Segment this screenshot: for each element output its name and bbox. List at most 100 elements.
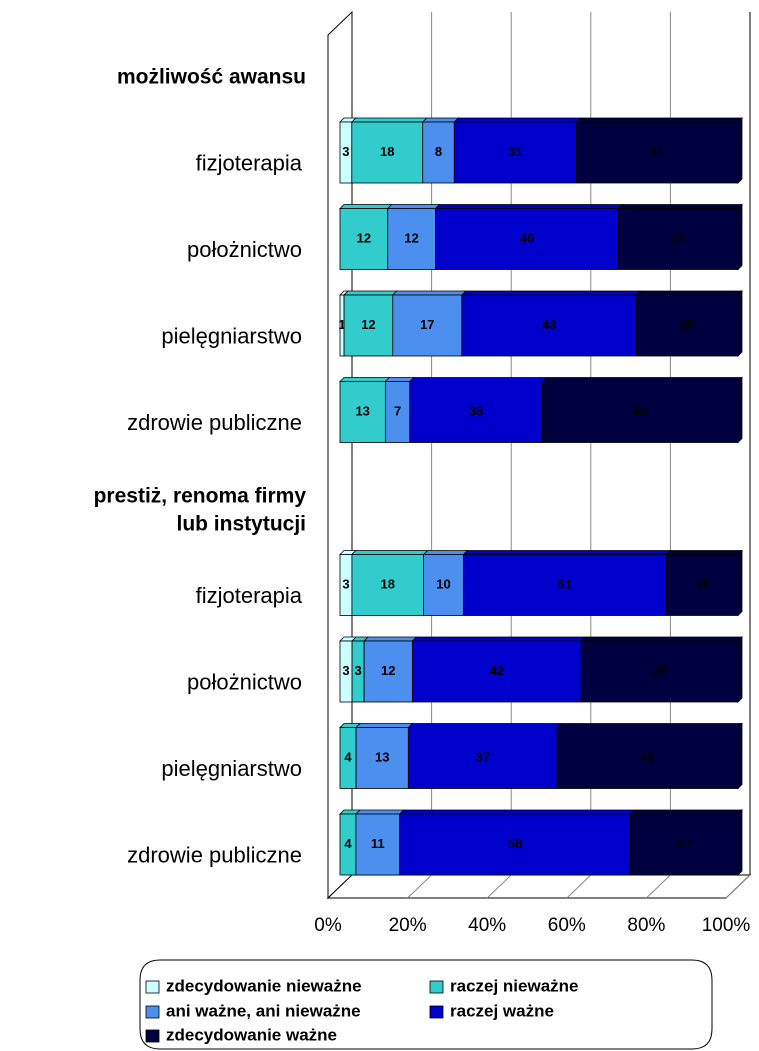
legend-label: zdecydowanie nieważne [166, 976, 362, 995]
bar [387, 208, 436, 270]
value-label: 12 [357, 230, 371, 245]
x-tick-label: 20% [389, 915, 427, 936]
bar [453, 121, 577, 184]
bar-side [737, 549, 743, 617]
bar [576, 121, 739, 184]
legend-label: raczej nieważne [450, 976, 579, 995]
bar-top [541, 377, 743, 382]
bar [665, 554, 739, 616]
value-label: 45 [640, 749, 654, 764]
legend-swatch [145, 1029, 160, 1043]
value-label: 38 [469, 403, 483, 418]
value-label: 12 [361, 317, 375, 332]
bar-top [421, 117, 460, 123]
bar-side [737, 203, 743, 271]
legend-swatch [429, 980, 444, 994]
bar [384, 381, 411, 443]
value-label: 46 [520, 230, 534, 245]
x-tick-label: 40% [468, 915, 506, 936]
bar-top [580, 636, 743, 642]
category-label: zdrowie publiczne [127, 410, 302, 435]
legend-swatch [145, 980, 160, 994]
bar [355, 727, 409, 789]
bar [407, 727, 558, 789]
bar-side [737, 809, 743, 876]
value-label: 7 [394, 403, 401, 418]
bar-top [339, 204, 393, 209]
bar-top [350, 550, 429, 555]
bar-top [411, 636, 587, 642]
value-label: 42 [490, 663, 504, 678]
bar-top [350, 117, 428, 123]
value-label: 30 [671, 230, 685, 245]
category-label: pielęgniarstwo [161, 756, 302, 781]
value-label: 43 [542, 317, 556, 332]
value-label: 3 [342, 576, 349, 591]
legend-label: ani ważne, ani nieważne [166, 1001, 361, 1020]
bar [392, 294, 463, 357]
group-header: prestiż, renoma firmy lub instytucji [94, 484, 307, 535]
bar-side [737, 636, 743, 703]
bar [435, 208, 619, 270]
bar [411, 640, 582, 703]
value-label: 18 [695, 576, 709, 591]
bar-top [355, 723, 414, 728]
category-label: fizjoterapia [196, 150, 303, 175]
category-label: położnictwo [187, 237, 302, 262]
value-label: 8 [435, 144, 442, 159]
category-label: pielęgniarstwo [161, 323, 302, 348]
x-tick-label: 100% [702, 915, 751, 936]
bar [339, 381, 386, 443]
value-label: 10 [436, 576, 450, 591]
group-header: możliwość awansu [117, 66, 306, 89]
bar-top [407, 723, 563, 728]
value-label: 18 [380, 144, 394, 159]
bar [355, 813, 401, 876]
bar [542, 381, 739, 443]
bar [462, 554, 667, 616]
bar [461, 294, 637, 357]
value-label: 56 [633, 403, 647, 418]
value-label: 27 [677, 836, 691, 851]
floor-grid-line [486, 874, 512, 899]
value-label: 39 [652, 663, 666, 678]
category-label: położnictwo [187, 669, 302, 694]
value-label: 3 [342, 663, 349, 678]
bar-top [384, 377, 415, 382]
bar-top [363, 636, 418, 642]
legend-box [139, 959, 713, 1050]
bar-top [339, 377, 391, 382]
value-label: 41 [650, 144, 664, 159]
bar [556, 727, 739, 789]
bar-top [629, 809, 743, 815]
bar [636, 294, 739, 357]
bar [409, 381, 543, 443]
value-label: 58 [508, 836, 522, 851]
bar-top [434, 204, 624, 209]
bar-top [635, 290, 743, 296]
legend-label: zdecydowanie ważne [166, 1025, 337, 1044]
floor-grid-line [646, 874, 671, 899]
bar-side [737, 722, 743, 790]
legend-swatch [145, 1005, 160, 1019]
bar-top [460, 290, 642, 296]
bar [422, 121, 455, 184]
value-label: 12 [381, 663, 395, 678]
value-label: 3 [342, 144, 349, 159]
bar [351, 121, 424, 184]
value-label: 31 [508, 144, 522, 159]
bar [580, 640, 739, 703]
bar-top [343, 290, 398, 296]
value-label: 18 [381, 576, 395, 591]
bar-side [737, 117, 743, 184]
bar-top [665, 550, 743, 555]
legend-label: raczej ważne [450, 1001, 554, 1020]
value-label: 1 [338, 317, 345, 332]
bar [351, 554, 424, 616]
bar-top [354, 809, 405, 815]
bar-top [386, 204, 441, 209]
x-tick-label: 0% [314, 915, 342, 936]
value-label: 25 [680, 317, 694, 332]
value-label: 37 [475, 749, 489, 764]
